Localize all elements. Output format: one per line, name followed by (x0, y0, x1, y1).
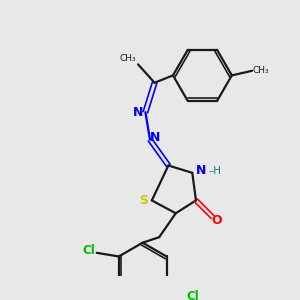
Text: CH₃: CH₃ (253, 66, 270, 75)
Text: Cl: Cl (82, 244, 95, 257)
Text: –H: –H (209, 166, 222, 176)
Text: Cl: Cl (187, 290, 200, 300)
Text: N: N (150, 131, 161, 144)
Text: CH₃: CH₃ (120, 53, 136, 62)
Text: N: N (133, 106, 143, 119)
Text: S: S (139, 194, 148, 207)
Text: O: O (211, 214, 221, 227)
Text: N: N (196, 164, 207, 178)
